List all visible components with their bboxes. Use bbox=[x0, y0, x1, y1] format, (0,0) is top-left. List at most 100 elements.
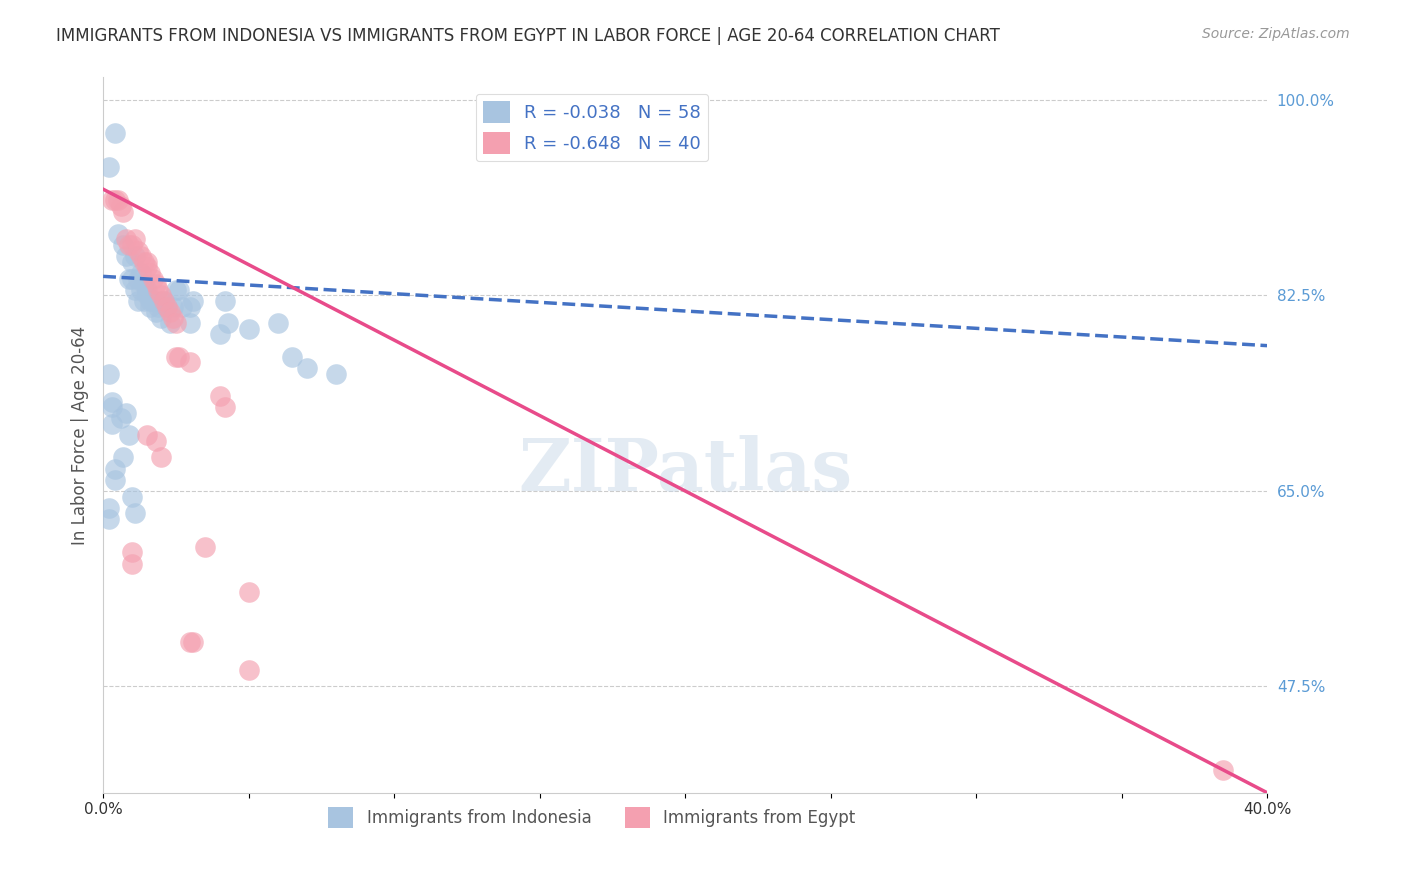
Point bbox=[281, 350, 304, 364]
Point bbox=[142, 293, 165, 308]
Point bbox=[1212, 764, 1234, 778]
Point bbox=[145, 305, 167, 319]
Point bbox=[107, 194, 129, 208]
Point bbox=[162, 300, 184, 314]
Point bbox=[112, 450, 135, 465]
Point bbox=[101, 194, 124, 208]
Point bbox=[150, 288, 173, 302]
Point bbox=[135, 283, 157, 297]
Point bbox=[135, 255, 157, 269]
Point bbox=[121, 238, 143, 252]
Point bbox=[145, 277, 167, 292]
Point bbox=[162, 310, 184, 325]
Point bbox=[179, 316, 201, 330]
Text: IMMIGRANTS FROM INDONESIA VS IMMIGRANTS FROM EGYPT IN LABOR FORCE | AGE 20-64 CO: IMMIGRANTS FROM INDONESIA VS IMMIGRANTS … bbox=[56, 27, 1000, 45]
Point bbox=[153, 293, 176, 308]
Point bbox=[138, 300, 160, 314]
Point bbox=[112, 238, 135, 252]
Point bbox=[194, 540, 217, 554]
Point bbox=[150, 310, 173, 325]
Point bbox=[295, 361, 318, 376]
Point bbox=[121, 557, 143, 571]
Point bbox=[129, 249, 152, 263]
Point bbox=[179, 634, 201, 648]
Point bbox=[132, 293, 155, 308]
Point bbox=[214, 400, 236, 414]
Point bbox=[208, 389, 231, 403]
Point bbox=[129, 266, 152, 280]
Point bbox=[208, 327, 231, 342]
Point bbox=[142, 271, 165, 285]
Point bbox=[97, 160, 120, 174]
Point bbox=[115, 232, 138, 246]
Point bbox=[150, 293, 173, 308]
Point bbox=[124, 506, 146, 520]
Point bbox=[121, 490, 143, 504]
Point bbox=[104, 126, 127, 140]
Point bbox=[110, 411, 132, 425]
Point bbox=[115, 406, 138, 420]
Point bbox=[183, 293, 205, 308]
Point bbox=[138, 266, 160, 280]
Point bbox=[267, 316, 290, 330]
Y-axis label: In Labor Force | Age 20-64: In Labor Force | Age 20-64 bbox=[72, 326, 89, 545]
Point bbox=[101, 417, 124, 431]
Point bbox=[132, 277, 155, 292]
Text: Source: ZipAtlas.com: Source: ZipAtlas.com bbox=[1202, 27, 1350, 41]
Point bbox=[104, 461, 127, 475]
Point bbox=[127, 271, 149, 285]
Point bbox=[101, 400, 124, 414]
Point bbox=[112, 204, 135, 219]
Point bbox=[179, 355, 201, 369]
Point bbox=[104, 194, 127, 208]
Point bbox=[97, 500, 120, 515]
Point bbox=[159, 316, 181, 330]
Point bbox=[132, 255, 155, 269]
Point bbox=[217, 316, 239, 330]
Point bbox=[150, 450, 173, 465]
Point bbox=[167, 350, 190, 364]
Point bbox=[145, 434, 167, 448]
Point bbox=[118, 238, 141, 252]
Point bbox=[121, 545, 143, 559]
Point bbox=[129, 283, 152, 297]
Point bbox=[214, 293, 236, 308]
Point bbox=[118, 271, 141, 285]
Point bbox=[121, 255, 143, 269]
Point bbox=[156, 300, 179, 314]
Point bbox=[135, 428, 157, 442]
Point bbox=[121, 271, 143, 285]
Point bbox=[156, 300, 179, 314]
Point bbox=[238, 663, 260, 677]
Point bbox=[127, 244, 149, 258]
Point bbox=[183, 634, 205, 648]
Point bbox=[135, 288, 157, 302]
Point bbox=[138, 293, 160, 308]
Point bbox=[127, 293, 149, 308]
Point bbox=[165, 316, 187, 330]
Point bbox=[159, 305, 181, 319]
Point bbox=[148, 300, 170, 314]
Point bbox=[153, 293, 176, 308]
Point bbox=[145, 293, 167, 308]
Point bbox=[97, 367, 120, 381]
Point bbox=[148, 283, 170, 297]
Point bbox=[165, 283, 187, 297]
Point bbox=[124, 249, 146, 263]
Point bbox=[104, 473, 127, 487]
Point bbox=[179, 300, 201, 314]
Point bbox=[165, 350, 187, 364]
Point bbox=[107, 227, 129, 241]
Point bbox=[325, 367, 347, 381]
Point bbox=[170, 300, 193, 314]
Legend: Immigrants from Indonesia, Immigrants from Egypt: Immigrants from Indonesia, Immigrants fr… bbox=[322, 801, 862, 834]
Point bbox=[101, 394, 124, 409]
Point bbox=[110, 199, 132, 213]
Point bbox=[238, 584, 260, 599]
Point bbox=[97, 512, 120, 526]
Point bbox=[238, 322, 260, 336]
Point bbox=[115, 249, 138, 263]
Point bbox=[124, 232, 146, 246]
Point bbox=[135, 260, 157, 275]
Point bbox=[118, 428, 141, 442]
